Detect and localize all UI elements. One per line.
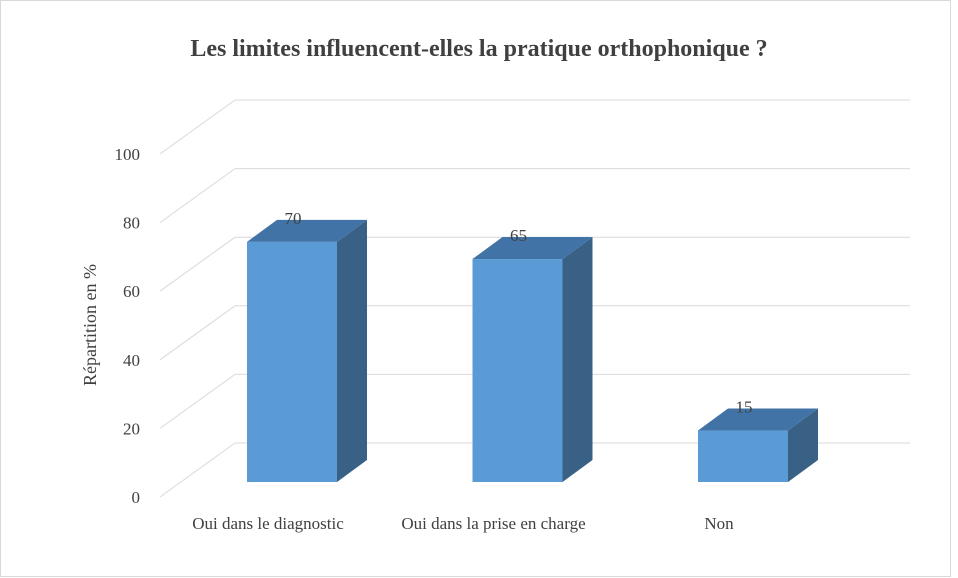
y-tick-label: 20: [123, 419, 140, 438]
grid-line: [159, 373, 236, 429]
y-tick-label: 100: [115, 145, 141, 164]
bar-side: [788, 408, 818, 482]
data-label: 70: [285, 209, 302, 228]
y-tick-label: 60: [123, 282, 140, 301]
bar-side: [337, 219, 367, 482]
y-axis-label: Répartition en %: [80, 264, 100, 386]
x-tick-label: Non: [704, 514, 734, 533]
x-tick-label: Oui dans le diagnostic: [192, 514, 344, 533]
bar: [472, 259, 563, 482]
y-tick-label: 0: [132, 488, 141, 507]
bar-top: [472, 237, 593, 260]
bar: [247, 241, 337, 482]
bar-top: [698, 408, 818, 431]
y-tick-label: 80: [123, 214, 140, 233]
grid-line: [159, 442, 236, 498]
grid-line: [159, 168, 236, 224]
grid-line: [159, 236, 236, 292]
bar-side: [562, 237, 593, 482]
chart-title: Les limites influencent-elles la pratiqu…: [190, 36, 767, 62]
bar-top: [247, 219, 367, 242]
y-tick-label: 40: [123, 351, 140, 370]
bar: [698, 430, 788, 482]
x-tick-label: Oui dans la prise en charge: [401, 514, 586, 533]
data-label: 65: [510, 226, 527, 245]
grid-line: [159, 99, 236, 155]
grid-line: [159, 305, 236, 361]
data-label: 15: [736, 398, 753, 417]
